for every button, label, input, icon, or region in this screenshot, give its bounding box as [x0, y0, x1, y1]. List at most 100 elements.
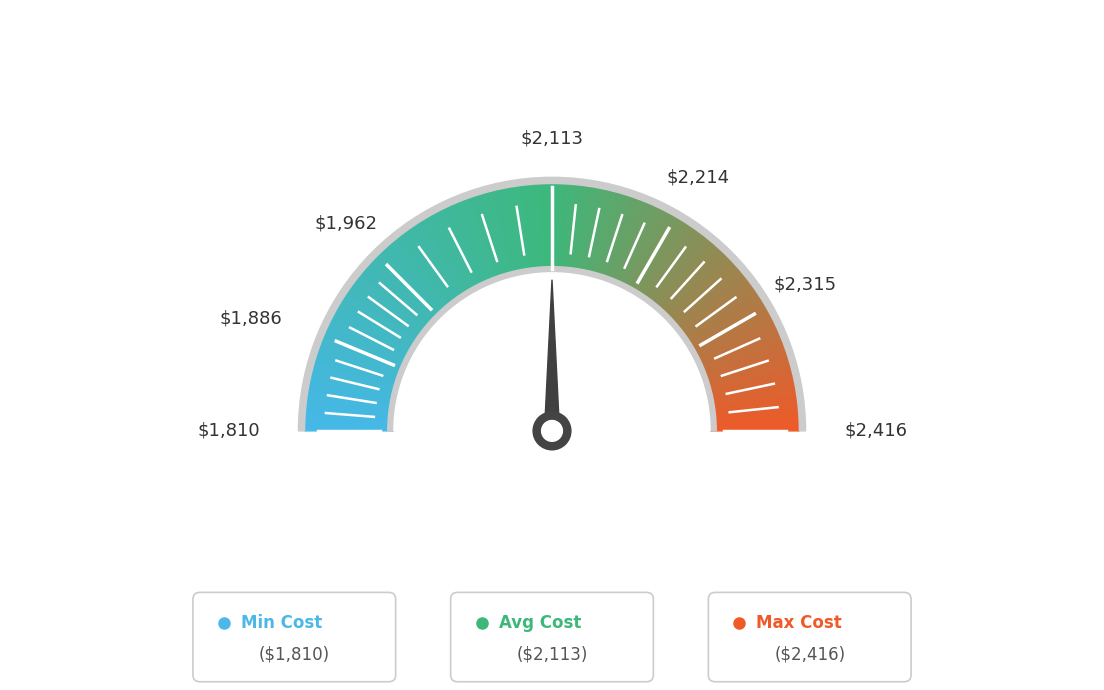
Wedge shape: [661, 253, 725, 318]
Wedge shape: [415, 224, 466, 299]
Wedge shape: [634, 219, 682, 297]
Wedge shape: [330, 319, 411, 361]
Wedge shape: [375, 256, 440, 320]
Wedge shape: [618, 206, 657, 288]
Wedge shape: [439, 209, 481, 290]
Wedge shape: [310, 375, 399, 397]
Wedge shape: [389, 244, 448, 313]
Wedge shape: [671, 269, 741, 329]
Wedge shape: [710, 428, 799, 431]
Wedge shape: [406, 229, 460, 303]
Wedge shape: [310, 377, 397, 398]
Wedge shape: [631, 217, 678, 295]
Wedge shape: [337, 307, 415, 353]
Wedge shape: [428, 215, 475, 294]
Text: $2,315: $2,315: [774, 276, 837, 294]
Wedge shape: [710, 410, 798, 420]
Wedge shape: [318, 350, 403, 380]
Wedge shape: [486, 192, 511, 279]
FancyBboxPatch shape: [193, 593, 395, 682]
Wedge shape: [698, 335, 781, 371]
Wedge shape: [701, 347, 786, 379]
Wedge shape: [570, 185, 583, 274]
Wedge shape: [677, 279, 749, 335]
Wedge shape: [488, 191, 512, 278]
Wedge shape: [697, 333, 781, 370]
Wedge shape: [482, 193, 509, 279]
Wedge shape: [660, 250, 723, 317]
Wedge shape: [555, 184, 560, 273]
Wedge shape: [669, 266, 737, 326]
Wedge shape: [367, 266, 435, 326]
Wedge shape: [319, 345, 404, 377]
Wedge shape: [476, 195, 505, 281]
Wedge shape: [670, 267, 740, 328]
Wedge shape: [676, 277, 747, 334]
Wedge shape: [323, 333, 407, 370]
Wedge shape: [705, 375, 794, 397]
Wedge shape: [539, 184, 545, 273]
Wedge shape: [690, 309, 768, 355]
Wedge shape: [361, 271, 432, 330]
Wedge shape: [466, 198, 499, 283]
Wedge shape: [527, 185, 538, 274]
Wedge shape: [590, 190, 614, 278]
Wedge shape: [340, 301, 417, 349]
Wedge shape: [317, 352, 402, 382]
Text: Min Cost: Min Cost: [241, 614, 322, 632]
Wedge shape: [672, 271, 743, 330]
Wedge shape: [643, 228, 696, 302]
Wedge shape: [658, 247, 720, 315]
Text: $2,113: $2,113: [520, 130, 584, 148]
Wedge shape: [305, 428, 394, 431]
Wedge shape: [449, 205, 488, 287]
Wedge shape: [563, 184, 573, 273]
Text: ($1,810): ($1,810): [258, 645, 330, 663]
Wedge shape: [511, 186, 528, 275]
Wedge shape: [692, 316, 773, 359]
Wedge shape: [420, 221, 469, 297]
Wedge shape: [559, 184, 565, 273]
Wedge shape: [657, 246, 718, 313]
Wedge shape: [686, 298, 762, 348]
Wedge shape: [353, 282, 426, 337]
Wedge shape: [498, 189, 519, 277]
Wedge shape: [306, 402, 395, 415]
Wedge shape: [646, 233, 701, 305]
Wedge shape: [537, 184, 544, 273]
Wedge shape: [516, 186, 531, 275]
Wedge shape: [391, 242, 450, 311]
Wedge shape: [704, 367, 792, 392]
Wedge shape: [697, 331, 779, 368]
Wedge shape: [493, 190, 516, 277]
Wedge shape: [593, 192, 618, 279]
Wedge shape: [338, 305, 416, 352]
Wedge shape: [700, 345, 785, 377]
Wedge shape: [707, 380, 795, 400]
Wedge shape: [707, 382, 795, 402]
Wedge shape: [352, 284, 425, 338]
Wedge shape: [350, 286, 424, 339]
Wedge shape: [573, 186, 588, 275]
Wedge shape: [392, 240, 452, 310]
Wedge shape: [709, 395, 797, 409]
Wedge shape: [417, 222, 467, 298]
Wedge shape: [307, 397, 395, 411]
Wedge shape: [703, 357, 789, 385]
Wedge shape: [710, 420, 799, 426]
Wedge shape: [560, 184, 567, 273]
Wedge shape: [585, 189, 606, 277]
Wedge shape: [470, 197, 501, 282]
Wedge shape: [521, 185, 534, 274]
Wedge shape: [306, 405, 395, 416]
Wedge shape: [709, 400, 798, 413]
Wedge shape: [426, 217, 473, 295]
Wedge shape: [327, 326, 408, 365]
Wedge shape: [680, 286, 754, 339]
Wedge shape: [710, 408, 798, 417]
Wedge shape: [601, 195, 630, 281]
Wedge shape: [684, 296, 761, 346]
Wedge shape: [648, 234, 703, 306]
Wedge shape: [306, 408, 394, 417]
Wedge shape: [309, 382, 397, 402]
